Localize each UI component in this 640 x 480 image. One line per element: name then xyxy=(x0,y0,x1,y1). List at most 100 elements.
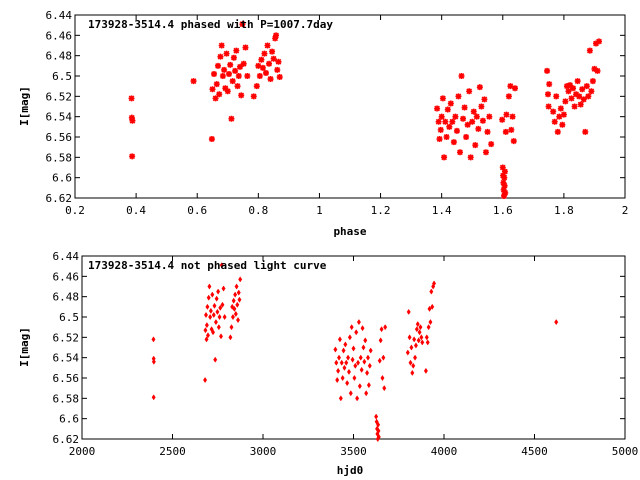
unphased-data-point xyxy=(238,276,243,283)
unphased-y-axis-label: I[mag] xyxy=(18,327,31,367)
phased-data-point xyxy=(244,73,251,79)
phased-data-point xyxy=(227,61,234,68)
phased-y-tick-label: 6.44 xyxy=(46,9,73,22)
unphased-data-point xyxy=(554,319,559,326)
unphased-data-point xyxy=(430,303,435,310)
phased-x-tick-label: 0.4 xyxy=(126,204,146,217)
unphased-data-point xyxy=(205,303,210,310)
phased-data-point xyxy=(512,85,518,92)
unphased-data-point xyxy=(374,413,379,420)
phased-data-point xyxy=(212,95,219,102)
phased-data-point xyxy=(484,128,491,135)
unphased-y-tick-label: 6.52 xyxy=(53,331,80,344)
phased-data-point xyxy=(500,179,507,186)
unphased-y-tick-label: 6.5 xyxy=(59,311,79,324)
phased-data-points xyxy=(128,21,603,199)
unphased-data-point xyxy=(383,324,388,331)
unphased-data-point xyxy=(338,395,343,402)
phased-data-point xyxy=(586,47,593,54)
phased-data-point xyxy=(442,118,449,125)
unphased-x-tick-label: 3500 xyxy=(340,445,367,458)
phased-x-tick-label: 1 xyxy=(316,204,323,217)
phased-data-point xyxy=(211,70,218,77)
unphased-data-point xyxy=(214,295,219,302)
phased-x-ticks: 0.2 0.4 0.6 0.8 1 1.2 1.4 1.6 1.8 2 xyxy=(65,15,628,217)
phased-data-point xyxy=(510,138,517,145)
unphased-data-point xyxy=(377,357,382,364)
unphased-data-point xyxy=(361,344,366,351)
unphased-data-point xyxy=(424,334,429,341)
phased-data-point xyxy=(272,35,279,42)
phased-data-point xyxy=(486,113,493,120)
unphased-data-point xyxy=(217,313,222,321)
phased-data-point xyxy=(438,113,445,120)
unphased-data-points xyxy=(151,262,559,443)
phased-x-tick-label: 1.8 xyxy=(554,204,574,217)
phased-data-point xyxy=(488,141,495,148)
unphased-data-point xyxy=(339,359,344,366)
unphased-y-tick-label: 6.44 xyxy=(53,250,80,263)
unphased-data-point xyxy=(429,288,434,295)
phased-y-tick-label: 6.46 xyxy=(46,29,73,42)
unphased-y-ticks: 6.44 6.46 6.48 6.5 6.52 6.54 6.56 6.58 6.6 6.62 xyxy=(53,250,625,446)
phased-data-point xyxy=(507,83,514,90)
unphased-data-point xyxy=(203,376,208,384)
phased-data-point xyxy=(262,69,269,76)
unphased-data-point xyxy=(229,324,234,331)
unphased-chart-title: 173928-3514.4 not phased light curve xyxy=(88,259,327,272)
unphased-data-point xyxy=(340,374,345,382)
unphased-data-point xyxy=(415,321,420,328)
unphased-data-point xyxy=(334,359,339,366)
phased-data-point xyxy=(216,91,223,98)
phased-data-point xyxy=(253,83,260,90)
unphased-data-point xyxy=(364,390,369,397)
phased-data-point xyxy=(545,91,551,98)
unphased-x-tick-label: 4000 xyxy=(431,445,458,458)
phased-data-point xyxy=(554,128,561,135)
unphased-data-point xyxy=(333,346,338,353)
unphased-data-point xyxy=(210,291,215,298)
unphased-data-point xyxy=(151,358,156,365)
unphased-data-point xyxy=(382,385,387,392)
phased-data-point xyxy=(463,134,470,140)
phased-y-tick-label: 6.52 xyxy=(46,90,73,103)
phased-data-point xyxy=(223,50,230,57)
unphased-data-point xyxy=(428,319,433,326)
unphased-data-point xyxy=(416,337,421,344)
unphased-data-point xyxy=(342,364,347,371)
unphased-data-point xyxy=(218,304,223,311)
phased-data-point xyxy=(450,139,457,146)
phased-data-point xyxy=(502,189,509,196)
unphased-data-point xyxy=(203,311,208,319)
unphased-data-point xyxy=(336,367,341,374)
unphased-data-point xyxy=(406,308,411,315)
phased-data-point xyxy=(269,48,276,55)
unphased-data-point xyxy=(363,337,368,344)
phased-data-point xyxy=(577,101,584,108)
unphased-chart: 2000 2500 3000 3500 4000 4500 5000 6.446.466.4… xyxy=(18,250,638,477)
phased-data-point xyxy=(228,115,235,122)
phased-data-point xyxy=(452,113,459,120)
phased-data-point xyxy=(469,118,476,125)
phased-data-point xyxy=(580,96,587,103)
unphased-x-tick-label: 2000 xyxy=(69,445,96,458)
phased-data-point xyxy=(501,182,508,189)
unphased-data-point xyxy=(208,313,213,321)
phased-data-point xyxy=(467,154,474,161)
phased-x-tick-label: 0.2 xyxy=(65,204,85,217)
unphased-data-point xyxy=(213,356,218,363)
phased-data-point xyxy=(560,111,567,118)
phased-data-point xyxy=(476,84,483,91)
phased-data-point xyxy=(553,93,560,100)
unphased-data-point xyxy=(410,369,415,376)
phased-data-point xyxy=(256,73,263,79)
unphased-data-point xyxy=(216,288,221,295)
phased-data-point xyxy=(505,93,512,100)
unphased-y-tick-label: 6.56 xyxy=(53,372,80,385)
phased-data-point xyxy=(501,174,508,181)
phased-data-point xyxy=(437,126,444,133)
unphased-data-point xyxy=(357,383,362,390)
phased-data-point xyxy=(238,92,245,99)
unphased-y-tick-label: 6.6 xyxy=(59,413,79,426)
phased-data-point xyxy=(217,53,224,60)
